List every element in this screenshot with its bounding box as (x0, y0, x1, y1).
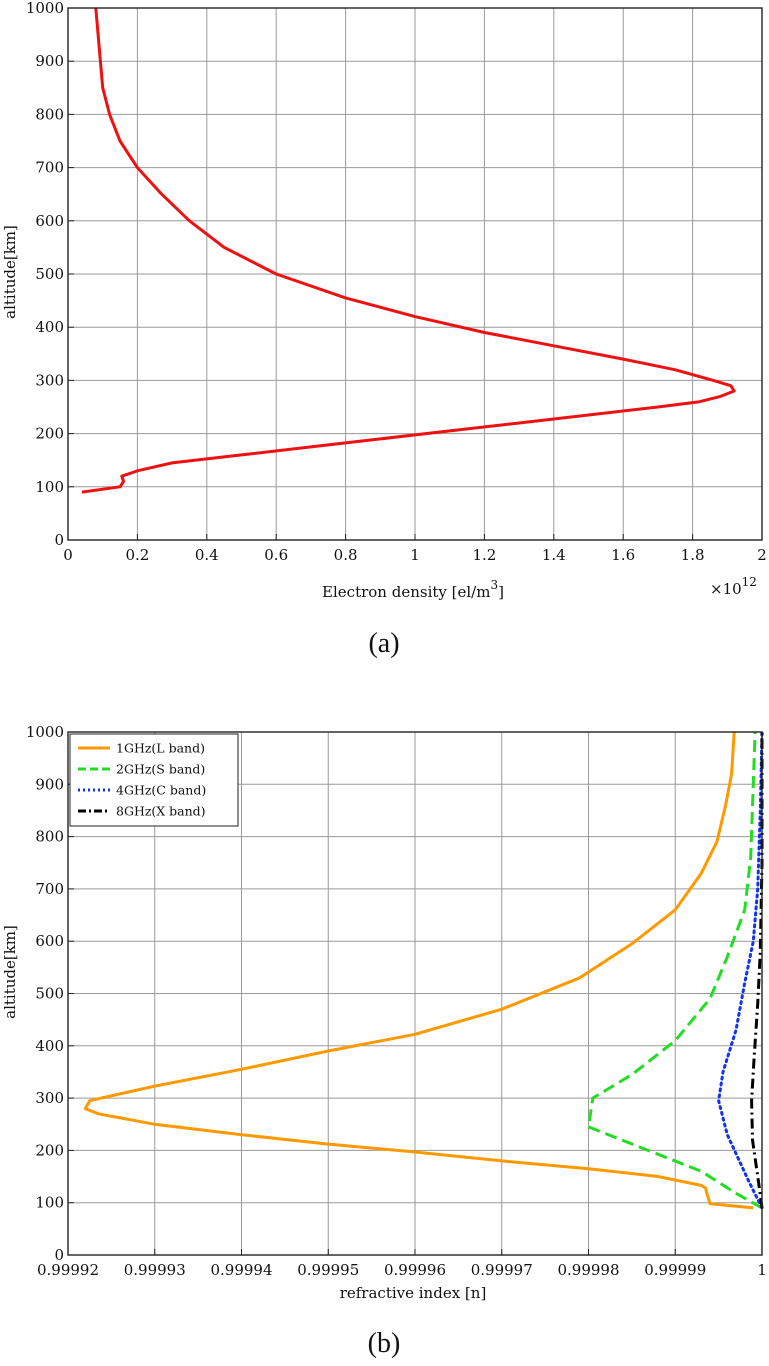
x-multiplier-a: ×1012 (710, 575, 757, 598)
x-tick-label: 0.8 (334, 546, 358, 564)
legend-b: 1GHz(L band) 2GHz(S band) 4GHz(C band) 8GHz… (69, 733, 239, 827)
y-tick-label: 900 (35, 52, 64, 70)
y-axis-label-b: altitude[km] (1, 925, 19, 1019)
x-axis-label-a: Electron density [el/m3] (322, 578, 504, 601)
x-tick-label: 2 (757, 546, 767, 564)
x-tick-label: 0.99999 (644, 1261, 706, 1279)
y-tick-label: 200 (35, 1141, 64, 1159)
y-tick-label: 0 (54, 1246, 64, 1264)
x-tick-label: 0.99997 (471, 1261, 533, 1279)
series-group-a (81, 7, 736, 494)
y-tick-label: 300 (35, 371, 64, 389)
x-tick-labels-a: 0 0.2 0.4 0.6 0.8 1 1.2 1.4 1.6 1.8 2 (63, 546, 767, 564)
x-tick-label: 0.99996 (384, 1261, 446, 1279)
plot-frame-a (67, 7, 763, 541)
y-tick-label: 700 (35, 880, 64, 898)
y-tick-labels-b: 0 100 200 300 400 500 600 700 800 900 1000 (26, 723, 64, 1264)
y-axis-label-a: altitude[km] (1, 225, 19, 319)
x-tick-label: 0 (63, 546, 73, 564)
y-tick-label: 400 (35, 318, 64, 336)
series-line-4ghz-c-band- (717, 730, 764, 1210)
y-tick-label: 600 (35, 932, 64, 950)
x-tick-label: 1 (410, 546, 420, 564)
y-tick-label: 500 (35, 265, 64, 283)
y-tick-label: 300 (35, 1089, 64, 1107)
chart-a: 0 0.2 0.4 0.6 0.8 1 1.2 1.4 1.6 1.8 2 0 100 200 300 40… (1, 0, 767, 659)
x-tick-label: 0.2 (125, 546, 149, 564)
y-tick-label: 800 (35, 828, 64, 846)
legend-entry-label: 8GHz(X band) (116, 804, 206, 819)
y-tick-label: 400 (35, 1037, 64, 1055)
x-tick-label: 1.4 (542, 546, 566, 564)
caption-a: (a) (368, 628, 399, 659)
series-line-2ghz-s-band- (587, 731, 763, 1210)
y-tick-label: 500 (35, 985, 64, 1003)
legend-entry-label: 4GHz(C band) (116, 783, 206, 798)
y-tick-label: 900 (35, 775, 64, 793)
x-tick-label: 0.99998 (557, 1261, 619, 1279)
x-tick-labels-b: 0.99992 0.99993 0.99994 0.99995 0.99996 0.999… (37, 1261, 767, 1279)
x-axis-label-b: refractive index [n] (340, 1284, 487, 1302)
series-group-b (83, 730, 764, 1210)
y-tick-label: 1000 (26, 723, 64, 741)
chart-b: 0.99992 0.99993 0.99994 0.99995 0.99996 0.999… (1, 723, 767, 1359)
y-tick-label: 1000 (26, 0, 64, 17)
y-tick-labels-a: 0 100 200 300 400 500 600 700 800 900 1000 (26, 0, 64, 549)
x-tick-label: 1.6 (611, 546, 635, 564)
y-tick-label: 700 (35, 159, 64, 177)
plot-frame-b (67, 731, 763, 1256)
x-tick-label: 1.8 (681, 546, 705, 564)
x-tick-label: 0.6 (264, 546, 288, 564)
y-tick-label: 200 (35, 425, 64, 443)
x-tick-label: 1 (757, 1261, 767, 1279)
grid-a (67, 7, 763, 541)
caption-b: (b) (368, 1328, 401, 1359)
y-tick-label: 100 (35, 478, 64, 496)
y-tick-label: 800 (35, 105, 64, 123)
x-tick-label: 0.99994 (210, 1261, 272, 1279)
series-line-a-0 (81, 7, 736, 494)
y-tick-label: 0 (54, 531, 64, 549)
legend-entry-label: 1GHz(L band) (116, 741, 205, 756)
legend-entry-label: 2GHz(S band) (116, 762, 205, 777)
x-tick-label: 0.99992 (37, 1261, 99, 1279)
series-line-1ghz-l-band- (83, 731, 754, 1210)
y-tick-label: 100 (35, 1194, 64, 1212)
y-tick-label: 600 (35, 212, 64, 230)
x-tick-label: 0.99993 (124, 1261, 186, 1279)
x-tick-label: 0.99995 (297, 1261, 359, 1279)
x-tick-label: 1.2 (472, 546, 496, 564)
x-tick-label: 0.4 (195, 546, 219, 564)
series-line-8ghz-x-band- (750, 732, 764, 1209)
